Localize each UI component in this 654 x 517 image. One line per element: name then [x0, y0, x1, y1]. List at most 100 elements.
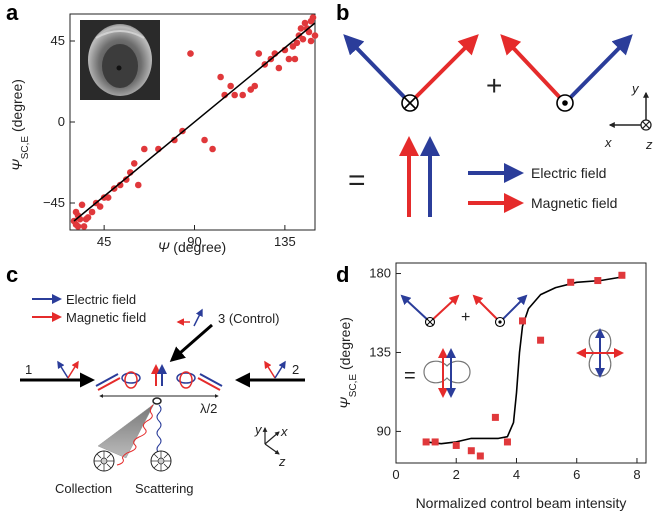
- data-point: [104, 194, 112, 201]
- electric-field-arrow: [343, 34, 412, 105]
- beam-2-electric: [274, 360, 286, 379]
- beam-1-magnetic: [67, 360, 79, 379]
- standing-wave-pattern: [95, 364, 223, 391]
- data-point: [537, 336, 545, 344]
- data-point: [297, 25, 305, 32]
- data-point: [311, 32, 319, 39]
- magnetic-field-arrow: [408, 34, 479, 105]
- data-point: [141, 145, 148, 153]
- x-tick-label: 45: [97, 234, 111, 249]
- data-point: [130, 160, 138, 167]
- beam-1-label: 1: [25, 362, 32, 377]
- svg-text:y: y: [631, 81, 640, 96]
- data-point: [275, 64, 283, 72]
- svg-text:x: x: [280, 424, 288, 439]
- coordinate-axes: y x z: [254, 422, 288, 469]
- data-point: [239, 91, 247, 99]
- svg-text:z: z: [645, 137, 653, 152]
- equals-sign: =: [348, 164, 366, 197]
- inset-plus-sign: +: [461, 309, 470, 326]
- scattering-detector-icon: [150, 450, 172, 472]
- data-point: [307, 37, 315, 45]
- data-point: [291, 55, 299, 63]
- electric-field-arrow: [563, 34, 633, 105]
- magnetic-field-arrow: [500, 34, 567, 105]
- inset-equals-sign: =: [404, 365, 416, 387]
- panel-label-a: a: [6, 0, 19, 25]
- scatterer-particle: [152, 397, 162, 405]
- data-point: [187, 50, 194, 57]
- control-beam-electric: [193, 308, 203, 327]
- scattering-wave: [156, 404, 162, 454]
- data-point: [134, 181, 142, 189]
- data-point: [299, 35, 307, 43]
- panel-c-setup-diagram: Electric field Magnetic field 3 (Control…: [20, 292, 305, 496]
- data-point: [201, 136, 208, 144]
- collection-label: Collection: [55, 481, 112, 496]
- x-tick-label: 135: [274, 234, 296, 249]
- plus-sign: +: [486, 70, 502, 101]
- data-point: [78, 201, 86, 209]
- data-point: [209, 145, 216, 153]
- data-point: [567, 278, 575, 286]
- panel-d-line-chart: + = 0 2 4 6 8 90 135 180 Normalized control bea…: [337, 262, 647, 511]
- data-point: [309, 14, 317, 21]
- collection-wave: [116, 404, 154, 466]
- data-point: [422, 438, 430, 446]
- y-axis-label-a: ΨSC,E (degree): [9, 79, 31, 171]
- x-tick-label: 4: [513, 467, 520, 482]
- inset-field-diagram: + =: [400, 294, 624, 398]
- x-tick-label: 6: [573, 467, 580, 482]
- data-point: [74, 223, 82, 230]
- y-tick-label: 0: [58, 114, 65, 129]
- data-point: [231, 91, 238, 99]
- data-point: [251, 82, 259, 90]
- fit-line: [73, 22, 316, 222]
- plot-frame-d: [395, 262, 647, 464]
- data-point: [476, 452, 484, 460]
- data-point: [594, 277, 602, 285]
- y-tick-label: 90: [377, 423, 391, 438]
- y-tick-label: −45: [43, 195, 65, 210]
- panel-label-c: c: [6, 262, 18, 287]
- beam-3-label: 3 (Control): [218, 311, 279, 326]
- data-point: [84, 214, 92, 221]
- y-tick-label: 135: [369, 344, 391, 359]
- data-point: [467, 447, 475, 455]
- collection-cone: [97, 403, 155, 459]
- data-point: [452, 441, 460, 449]
- panel-label-d: d: [336, 262, 349, 287]
- legend-electric-label: Electric field: [66, 292, 136, 307]
- out-of-page-symbol: [556, 94, 574, 112]
- beam-2-magnetic: [264, 360, 276, 379]
- legend-electric-label: Electric field: [531, 165, 606, 181]
- panel-a-scatter-chart: 45 90 135 −45 0 45 Ψ (degree) ΨSC,E (degree): [9, 13, 319, 255]
- x-tick-label: 2: [453, 467, 460, 482]
- collection-detector-icon: [93, 450, 115, 472]
- legend-magnetic-label: Magnetic field: [531, 195, 617, 211]
- data-point: [618, 271, 626, 279]
- control-beam-arrow: [169, 323, 213, 362]
- sem-inset-image: [80, 20, 160, 100]
- data-point: [88, 208, 96, 216]
- data-point: [519, 317, 527, 325]
- x-tick-label: 90: [187, 234, 201, 249]
- data-point: [431, 438, 439, 446]
- data-point: [227, 82, 234, 90]
- panel-label-b: b: [336, 0, 349, 25]
- legend-magnetic-label: Magnetic field: [66, 310, 146, 325]
- data-point: [171, 136, 178, 144]
- coordinate-axes: y x z: [604, 81, 653, 152]
- beam-2-label: 2: [292, 362, 299, 377]
- data-point: [255, 50, 263, 57]
- data-point: [122, 176, 130, 183]
- data-point: [96, 203, 104, 210]
- svg-text:y: y: [254, 422, 263, 437]
- beam-1-electric: [57, 360, 69, 379]
- data-point: [491, 413, 499, 421]
- x-axis-label-d: Normalized control beam intensity: [416, 495, 627, 511]
- y-tick-label: 180: [369, 266, 391, 281]
- half-wavelength-label: λ/2: [200, 401, 217, 416]
- x-tick-label: 8: [633, 467, 640, 482]
